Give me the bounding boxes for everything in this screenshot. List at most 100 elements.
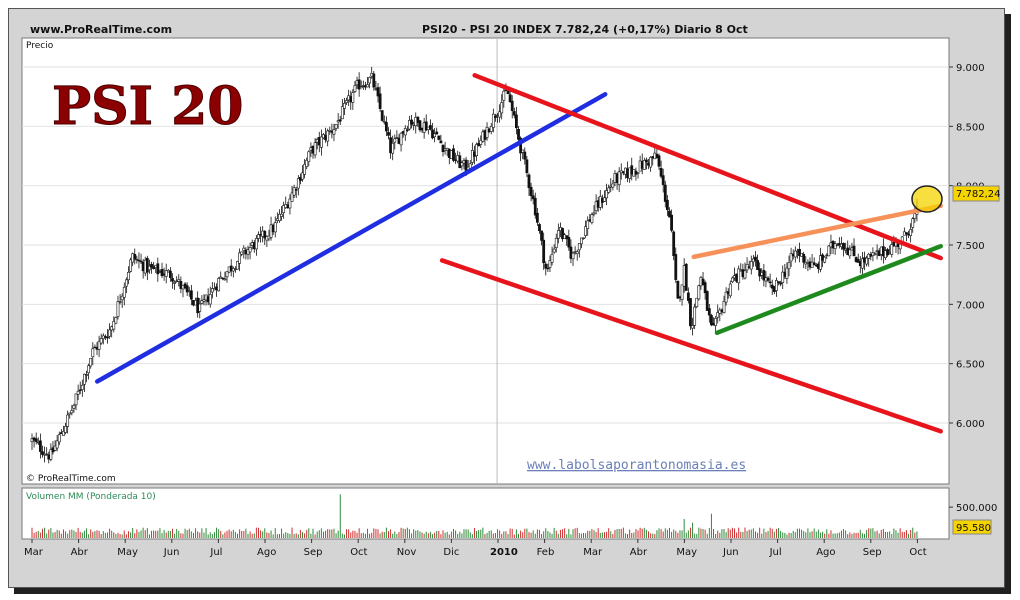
candle bbox=[278, 209, 281, 223]
candle bbox=[737, 265, 741, 291]
candle bbox=[219, 271, 223, 279]
candle bbox=[561, 227, 564, 242]
candle bbox=[674, 247, 678, 283]
candle bbox=[485, 122, 489, 141]
candle bbox=[114, 316, 118, 325]
candle bbox=[527, 173, 531, 196]
candle bbox=[156, 257, 160, 282]
candle bbox=[217, 277, 221, 292]
candle bbox=[242, 245, 246, 259]
candle bbox=[544, 261, 548, 276]
candle bbox=[301, 165, 304, 182]
candle bbox=[62, 425, 65, 436]
candle bbox=[122, 282, 126, 306]
candle bbox=[254, 235, 258, 256]
candle bbox=[173, 280, 176, 290]
candle bbox=[710, 313, 713, 327]
overlay-title: PSI 20 bbox=[52, 76, 243, 137]
candle bbox=[99, 333, 103, 345]
candle bbox=[238, 248, 242, 272]
trendlines bbox=[94, 73, 943, 434]
candle bbox=[689, 298, 692, 330]
candle bbox=[571, 251, 575, 266]
y-tick-label: 8.500 bbox=[956, 122, 985, 133]
candle bbox=[441, 144, 445, 157]
candle bbox=[410, 115, 413, 129]
candle bbox=[80, 379, 84, 397]
candle bbox=[743, 262, 747, 280]
x-tick-label: Jun bbox=[722, 547, 739, 558]
candle bbox=[97, 335, 101, 358]
x-axis: Mar Abr May Jun Jul Ago Sep Oct Nov Dic 2010 Feb Mar… bbox=[24, 539, 927, 558]
candle bbox=[345, 97, 348, 105]
candle bbox=[437, 135, 441, 141]
candle bbox=[91, 342, 95, 366]
candle bbox=[135, 255, 139, 264]
candle bbox=[905, 232, 908, 242]
candle bbox=[494, 113, 497, 122]
candle bbox=[189, 284, 193, 306]
candle bbox=[378, 86, 382, 112]
candle bbox=[384, 116, 388, 137]
candle bbox=[429, 119, 432, 131]
candle bbox=[703, 280, 707, 300]
x-tick-label: Mar bbox=[583, 547, 603, 558]
candle bbox=[418, 119, 422, 133]
candle bbox=[368, 76, 372, 89]
candle bbox=[584, 220, 588, 239]
candle bbox=[556, 223, 560, 244]
candle bbox=[670, 209, 673, 233]
candle bbox=[842, 242, 845, 257]
candle bbox=[693, 303, 697, 329]
x-tick-label: Sep bbox=[304, 547, 323, 558]
candle bbox=[873, 251, 877, 256]
candle bbox=[605, 183, 608, 206]
candle bbox=[236, 260, 239, 270]
candle bbox=[416, 116, 420, 127]
candle bbox=[676, 280, 680, 299]
candle bbox=[607, 184, 611, 195]
candle bbox=[424, 114, 428, 131]
trendline-green-support bbox=[714, 243, 943, 336]
candle bbox=[263, 230, 267, 246]
candle bbox=[529, 182, 533, 202]
candle bbox=[179, 276, 183, 294]
candle bbox=[38, 433, 42, 459]
candle bbox=[523, 147, 527, 165]
candle bbox=[41, 445, 44, 458]
candle bbox=[210, 282, 214, 299]
x-tick-label: Mar bbox=[24, 547, 44, 558]
candle bbox=[185, 282, 189, 296]
candle bbox=[550, 246, 554, 266]
volume-tick-label: 500.000 bbox=[956, 503, 997, 514]
candle bbox=[76, 384, 80, 401]
trendline-blue-support bbox=[94, 92, 608, 384]
volume-y-axis: 500.000 bbox=[949, 503, 997, 514]
candle bbox=[34, 432, 38, 445]
candle bbox=[724, 287, 728, 306]
candle bbox=[208, 286, 212, 308]
candle bbox=[74, 393, 78, 411]
candle bbox=[665, 195, 669, 216]
candle bbox=[399, 132, 403, 152]
candle bbox=[164, 263, 168, 284]
candle bbox=[567, 229, 571, 251]
candle bbox=[775, 277, 778, 297]
candle bbox=[223, 271, 227, 281]
candle bbox=[452, 144, 455, 163]
candle bbox=[334, 123, 338, 132]
candle bbox=[460, 160, 464, 171]
candle bbox=[714, 316, 718, 334]
volume-panel bbox=[21, 487, 950, 540]
candle bbox=[127, 266, 130, 285]
candle bbox=[663, 180, 667, 208]
candle bbox=[728, 280, 732, 299]
candle bbox=[382, 115, 386, 125]
candle bbox=[357, 72, 361, 97]
candle bbox=[657, 153, 661, 170]
candle bbox=[542, 232, 546, 270]
candle bbox=[521, 149, 525, 160]
website-link[interactable]: www.labolsaporantonomasia.es bbox=[527, 458, 746, 473]
candle bbox=[865, 255, 869, 267]
volume-last-label: 95.580 bbox=[956, 523, 991, 534]
